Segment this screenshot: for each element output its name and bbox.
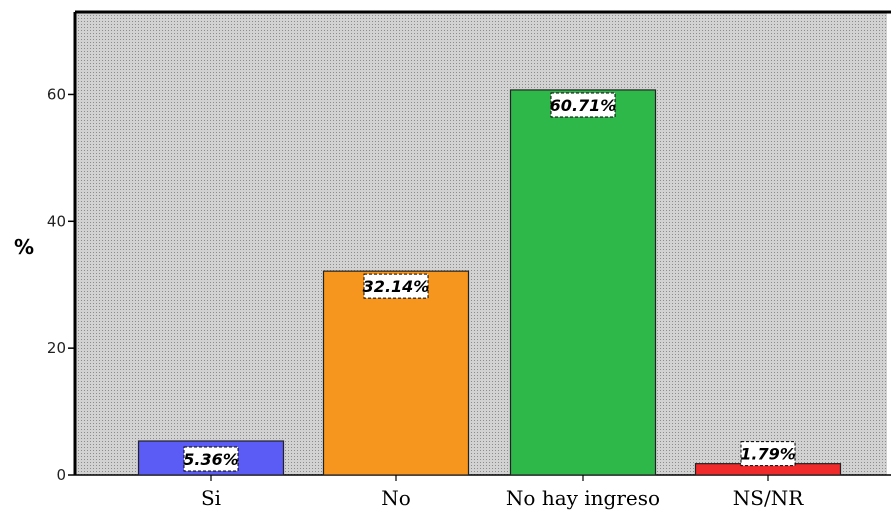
data-label: 32.14% [363,277,430,296]
category-label: Si [201,486,221,510]
x-axis-labels: Si No No hay ingreso NS/NR [201,475,804,510]
data-label-box [363,273,429,299]
y-tick-label: 40 [47,212,66,230]
y-tick-label: 0 [56,466,66,484]
data-label-box [183,446,239,472]
y-axis-ticks: 0 20 40 60 [47,85,75,484]
data-label: 60.71% [550,96,617,115]
y-tick-label: 20 [47,339,66,357]
data-labels: 5.36% 32.14% 60.71% 1.79% [183,92,796,472]
bar [322,270,470,476]
bars [137,89,842,476]
category-label: No [381,486,411,510]
data-label-box [740,441,796,467]
category-label: No hay ingreso [506,486,660,510]
plot-area [75,12,887,475]
y-tick-label: 60 [47,85,66,103]
data-label: 1.79% [740,445,796,464]
category-label: NS/NR [733,486,804,510]
data-label-box [550,92,616,118]
bar [509,89,657,476]
y-axis-title: % [14,235,34,259]
data-label: 5.36% [183,450,239,469]
